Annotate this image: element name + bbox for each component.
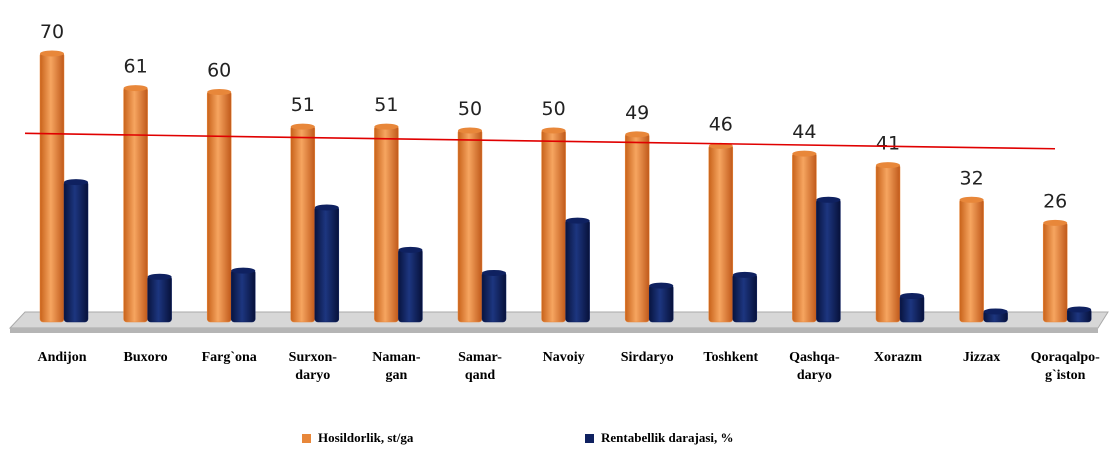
value-label: 60 bbox=[207, 60, 231, 82]
bar-top bbox=[374, 123, 399, 130]
x-tick-label: Toshkent bbox=[703, 350, 758, 365]
value-label: 32 bbox=[960, 167, 984, 189]
x-tick-label: Xorazm bbox=[874, 350, 923, 365]
value-label: 50 bbox=[458, 98, 482, 120]
value-label: 50 bbox=[542, 98, 566, 120]
value-label: 26 bbox=[1043, 190, 1067, 212]
bar-top bbox=[625, 131, 650, 138]
bar-top bbox=[876, 162, 900, 169]
value-label: 46 bbox=[709, 113, 733, 135]
bar-top bbox=[207, 89, 232, 95]
value-label: 44 bbox=[792, 121, 816, 143]
bar-top bbox=[482, 269, 506, 276]
bar bbox=[899, 294, 925, 323]
value-label: 41 bbox=[876, 133, 900, 155]
legend-swatch bbox=[585, 434, 594, 443]
bar-top bbox=[64, 179, 88, 186]
bar bbox=[230, 269, 256, 323]
bar-top bbox=[900, 293, 924, 300]
bar bbox=[63, 180, 89, 323]
bar bbox=[565, 219, 590, 323]
bar bbox=[39, 52, 65, 323]
x-tick-label: daryo bbox=[295, 368, 330, 383]
x-tick-label: Sirdaryo bbox=[621, 350, 674, 365]
bar-top bbox=[959, 196, 984, 203]
value-label: 51 bbox=[291, 94, 315, 116]
bar-top bbox=[458, 127, 482, 134]
bar bbox=[206, 90, 232, 323]
bar-top bbox=[123, 85, 148, 92]
bar bbox=[374, 125, 399, 323]
x-tick-label: Samar- bbox=[458, 350, 502, 365]
bar-top bbox=[314, 204, 339, 211]
bar bbox=[792, 152, 817, 323]
bar-top bbox=[147, 273, 172, 280]
x-tick-label: Jizzax bbox=[963, 350, 1000, 365]
bar bbox=[314, 206, 340, 323]
bar bbox=[708, 144, 734, 323]
bar-top bbox=[231, 267, 256, 274]
trend-line bbox=[24, 132, 1056, 150]
x-tick-label: gan bbox=[386, 368, 408, 383]
bar-top bbox=[792, 150, 817, 157]
bar-top bbox=[983, 308, 1008, 315]
x-tick-label: Buxoro bbox=[124, 350, 168, 365]
bar bbox=[816, 198, 841, 323]
bar bbox=[147, 275, 172, 323]
x-tick-label: Navoiy bbox=[543, 350, 585, 365]
bar-top bbox=[649, 282, 674, 289]
bar bbox=[624, 133, 650, 323]
legend-label: Hosildorlik, st/ga bbox=[318, 430, 414, 445]
x-tick-label: Naman- bbox=[372, 350, 421, 365]
bar bbox=[123, 86, 148, 323]
value-label: 61 bbox=[124, 56, 148, 78]
x-tick-label: Farg`ona bbox=[202, 350, 257, 365]
value-label: 70 bbox=[40, 21, 64, 43]
x-tick-label: Andijon bbox=[37, 350, 86, 365]
bar bbox=[1042, 221, 1068, 323]
bar bbox=[290, 125, 316, 323]
bar-top bbox=[40, 50, 64, 57]
bar bbox=[541, 129, 566, 323]
legend-label: Rentabellik darajasi, % bbox=[601, 430, 734, 445]
bar bbox=[398, 248, 423, 323]
legend-swatch bbox=[302, 434, 311, 443]
x-tick-label: Surxon- bbox=[289, 350, 338, 365]
bar bbox=[457, 129, 483, 323]
bar bbox=[875, 163, 901, 323]
bar-top bbox=[1067, 306, 1092, 313]
x-tick-label: qand bbox=[465, 368, 496, 383]
x-tick-label: daryo bbox=[797, 368, 832, 383]
bar-top bbox=[1043, 219, 1068, 226]
bar-top bbox=[290, 123, 315, 130]
bar-top bbox=[541, 127, 566, 134]
bar-top bbox=[398, 246, 423, 253]
bar bbox=[648, 284, 674, 323]
floor-edge bbox=[10, 328, 1098, 333]
x-tick-label: g`iston bbox=[1045, 368, 1086, 383]
bar bbox=[959, 198, 984, 323]
bar bbox=[481, 271, 507, 323]
bar-top bbox=[565, 217, 590, 224]
bar-top bbox=[816, 196, 841, 203]
value-label: 51 bbox=[374, 94, 398, 116]
x-tick-label: Qoraqalpo- bbox=[1031, 350, 1101, 365]
x-tick-label: Qashqa- bbox=[789, 350, 840, 365]
bar bbox=[732, 273, 758, 323]
value-label: 49 bbox=[625, 102, 649, 124]
bar-top bbox=[732, 271, 757, 278]
